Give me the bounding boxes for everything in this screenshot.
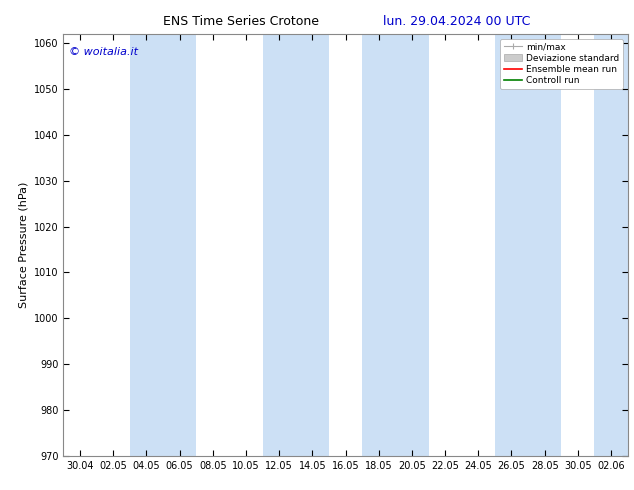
Bar (262, 34, 329, 456)
Legend: min/max, Deviazione standard, Ensemble mean run, Controll run: min/max, Deviazione standard, Ensemble m… (500, 39, 623, 89)
Text: © woitalia.it: © woitalia.it (69, 47, 138, 57)
Bar (130, 34, 196, 456)
Bar (495, 34, 561, 456)
Y-axis label: Surface Pressure (hPa): Surface Pressure (hPa) (18, 182, 29, 308)
Text: ENS Time Series Crotone: ENS Time Series Crotone (163, 15, 319, 28)
Text: lun. 29.04.2024 00 UTC: lun. 29.04.2024 00 UTC (383, 15, 530, 28)
Bar (595, 34, 628, 456)
Bar (362, 34, 429, 456)
